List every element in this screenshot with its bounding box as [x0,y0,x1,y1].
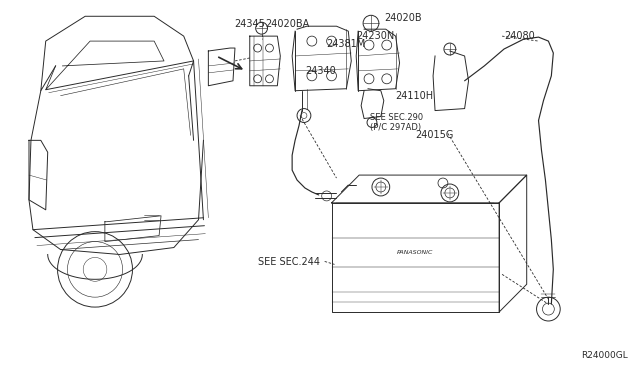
Text: 24381M: 24381M [326,39,366,49]
Text: 24020B: 24020B [384,13,421,23]
Text: SEE SEC.290
(P/C 297AD): SEE SEC.290 (P/C 297AD) [370,113,423,132]
Text: 24080: 24080 [504,31,535,41]
Text: 24340: 24340 [305,66,336,76]
Text: PANASONIC: PANASONIC [397,250,433,255]
Text: 24110H: 24110H [396,91,434,101]
Text: 24020BA: 24020BA [266,19,310,29]
Text: SEE SEC.244: SEE SEC.244 [258,257,319,267]
Text: 24345: 24345 [234,19,265,29]
Text: R24000GL: R24000GL [581,351,628,360]
Text: 24015G: 24015G [415,131,454,140]
Text: 24230N: 24230N [356,31,394,41]
